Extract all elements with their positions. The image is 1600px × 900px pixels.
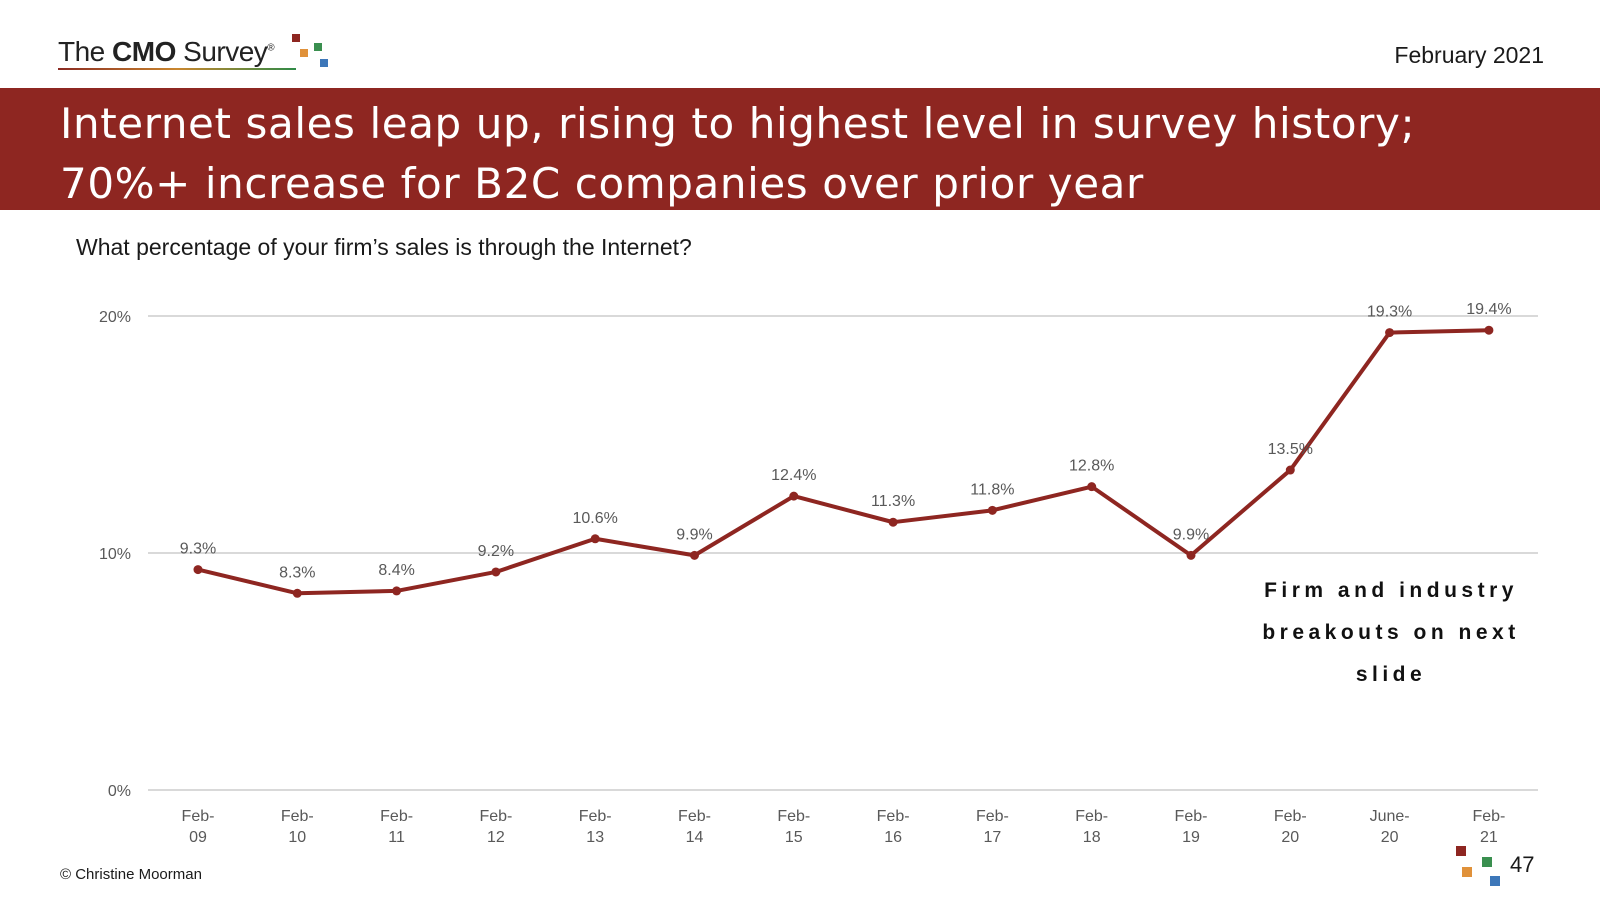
report-date: February 2021: [1394, 42, 1544, 68]
data-point: [491, 567, 501, 577]
footer-square-blue: [1490, 876, 1500, 886]
data-point: [590, 534, 600, 544]
data-label: 13.5%: [1268, 441, 1313, 458]
x-tick-label: Feb-10: [281, 808, 314, 846]
footer-square-orange: [1462, 867, 1472, 877]
x-tick-label: Feb-19: [1175, 808, 1208, 846]
logo-square-orange: [300, 49, 308, 57]
slide-title: Internet sales leap up, rising to highes…: [60, 94, 1560, 214]
data-label: 9.9%: [676, 526, 712, 543]
data-point: [1484, 325, 1494, 335]
data-label: 12.8%: [1069, 458, 1114, 475]
slide-title-line-2: 70%+ increase for B2C companies over pri…: [60, 159, 1144, 208]
y-tick-label: 10%: [99, 546, 131, 563]
page-number: 47: [1510, 852, 1535, 877]
data-point: [987, 505, 997, 515]
x-tick-label: Feb-14: [678, 808, 711, 846]
y-tick-label: 20%: [99, 309, 131, 326]
x-tick-label: Feb-20: [1274, 808, 1307, 846]
data-point: [292, 588, 302, 598]
data-label: 9.9%: [1173, 526, 1209, 543]
footer-square-green: [1482, 857, 1492, 867]
data-label: 9.3%: [180, 541, 216, 558]
logo-square-blue: [320, 59, 328, 67]
x-tick-label: June-20: [1370, 808, 1410, 846]
x-tick-label: Feb-15: [777, 808, 810, 846]
data-point: [392, 586, 402, 596]
breakouts-annotation: Firm and industry breakouts on next slid…: [1262, 579, 1520, 686]
data-point: [1385, 328, 1395, 338]
data-label: 10.6%: [573, 510, 618, 527]
data-point: [789, 491, 799, 501]
data-point: [1186, 550, 1196, 560]
title-banner: [0, 88, 1600, 210]
logo-text: The CMO Survey®: [58, 36, 275, 67]
survey-question: What percentage of your firm’s sales is …: [76, 234, 692, 260]
data-label: 12.4%: [771, 467, 816, 484]
data-label: 11.3%: [871, 493, 915, 510]
x-tick-label: Feb-09: [182, 808, 215, 846]
data-label: 19.3%: [1367, 304, 1412, 321]
footer-square-red: [1456, 846, 1466, 856]
y-tick-label: 0%: [108, 783, 131, 800]
data-point: [888, 517, 898, 527]
logo-square-green: [314, 43, 322, 51]
data-point: [1087, 482, 1097, 492]
x-tick-label: Feb-17: [976, 808, 1009, 846]
data-point: [690, 550, 699, 560]
data-label: 8.4%: [378, 562, 414, 579]
series-line: [197, 328, 1489, 596]
x-tick-label: Feb-21: [1472, 808, 1505, 846]
data-label: 19.4%: [1466, 301, 1511, 318]
data-label: 8.3%: [279, 564, 315, 581]
x-tick-label: Feb-11: [380, 808, 413, 846]
logo-underline: [58, 68, 296, 70]
x-tick-label: Feb-13: [579, 808, 612, 846]
copyright-footer: © Christine Moorman: [60, 866, 202, 883]
data-label: 9.2%: [478, 543, 514, 560]
x-tick-label: Feb-18: [1075, 808, 1108, 846]
slide-title-line-1: Internet sales leap up, rising to highes…: [60, 99, 1416, 148]
data-label: 11.8%: [970, 481, 1014, 498]
data-point: [1285, 465, 1295, 475]
x-tick-label: Feb-12: [479, 808, 512, 846]
data-point: [193, 565, 203, 575]
x-tick-label: Feb-16: [877, 808, 910, 846]
logo-square-red: [292, 34, 300, 42]
